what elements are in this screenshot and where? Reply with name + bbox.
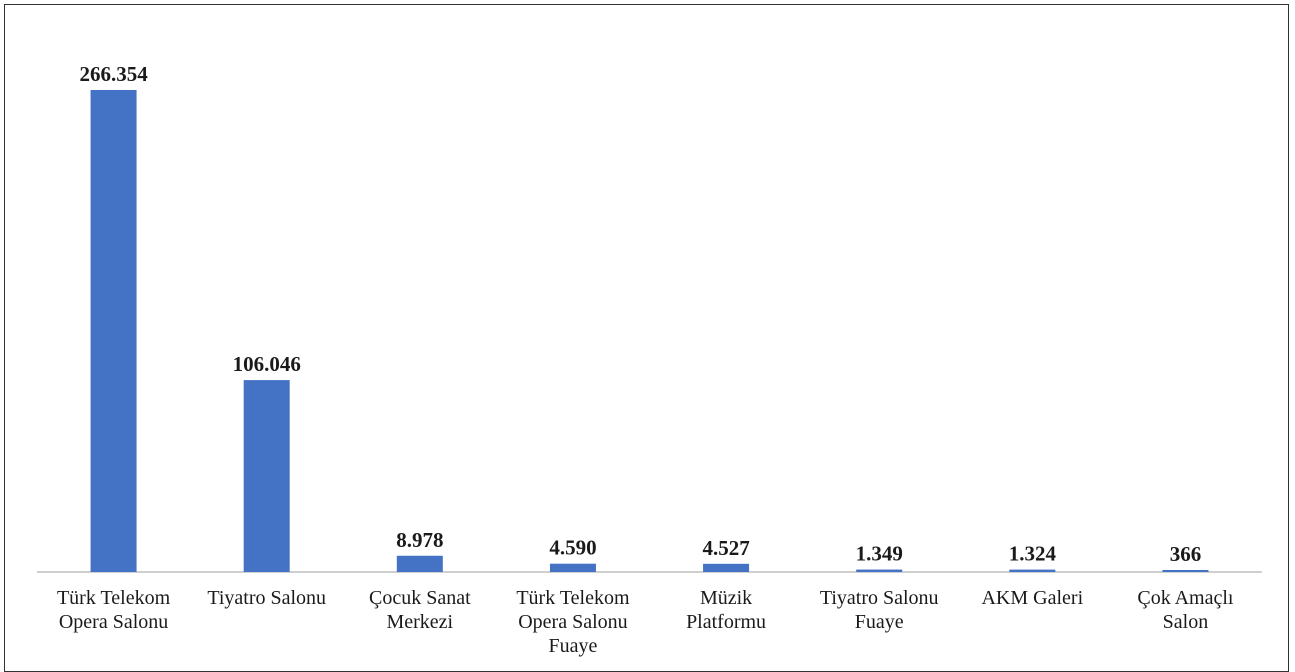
category-label: Çocuk Sanat Merkezi [369, 587, 471, 633]
bar [243, 380, 290, 572]
bar [856, 569, 903, 572]
bar [90, 90, 137, 572]
category-label: Türk Telekom Opera Salonu Fuaye [516, 587, 630, 657]
category-label: Tiyatro Salonu Fuaye [820, 587, 939, 633]
data-label: 8.978 [396, 528, 443, 552]
data-label: 1.324 [1009, 542, 1057, 566]
data-label: 1.349 [856, 542, 903, 566]
category-label: Müzik Platformu [686, 587, 766, 633]
data-label: 366 [1170, 542, 1202, 566]
data-label: 4.527 [702, 536, 749, 560]
category-label: Türk Telekom Opera Salonu [57, 587, 171, 633]
bar [396, 555, 443, 572]
data-label: 266.354 [79, 62, 148, 86]
data-label: 106.046 [233, 352, 301, 376]
bar [1162, 570, 1209, 572]
category-label: AKM Galeri [981, 587, 1083, 609]
bar [549, 563, 596, 572]
bar [703, 563, 750, 572]
bar [1009, 569, 1056, 572]
data-label: 4.590 [549, 536, 596, 560]
category-label: Çok Amaçlı Salon [1137, 587, 1234, 633]
category-label: Tiyatro Salonu [207, 587, 326, 609]
chart-frame [4, 4, 1289, 672]
